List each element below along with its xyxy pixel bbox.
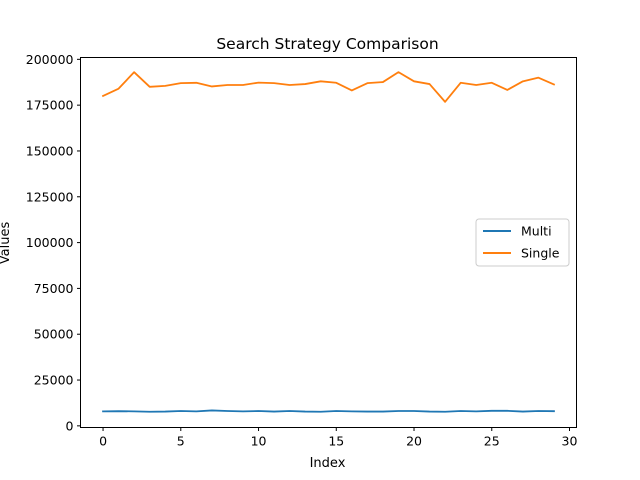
plot-lines	[101, 71, 556, 413]
y-tick-label: 175000	[26, 98, 74, 113]
x-tick-label: 15	[328, 434, 344, 449]
y-axis-label: Values	[0, 222, 13, 265]
y-tick-label: 25000	[34, 373, 74, 388]
y-tick-label: 200000	[26, 52, 74, 67]
x-tick-label: 10	[251, 434, 267, 449]
x-tick-label: 5	[177, 434, 185, 449]
series-line-single	[101, 71, 556, 103]
y-tick-label: 125000	[26, 189, 74, 204]
y-tick-label: 50000	[34, 327, 74, 342]
plot-frame	[80, 57, 577, 428]
y-tick-label: 75000	[34, 281, 74, 296]
y-tick-label: 100000	[26, 235, 74, 250]
y-tick-label: 0	[66, 418, 74, 433]
legend-label-multi: Multi	[521, 224, 552, 239]
series-line-multi	[102, 409, 555, 413]
chart-title: Search Strategy Comparison	[216, 35, 438, 53]
y-axis-ticks: 0 25000 50000 75000 100000 125000 150000 175000…	[26, 52, 81, 433]
x-tick-label: 25	[484, 434, 500, 449]
x-axis-ticks: 0 5 10 15 20 25 30	[99, 427, 578, 449]
x-axis-label: Index	[310, 456, 346, 471]
legend-label-single: Single	[521, 246, 560, 261]
x-tick-label: 0	[99, 434, 107, 449]
legend: Multi Single	[475, 218, 570, 267]
x-tick-label: 30	[562, 434, 578, 449]
y-tick-label: 150000	[26, 143, 74, 158]
x-tick-label: 20	[406, 434, 422, 449]
